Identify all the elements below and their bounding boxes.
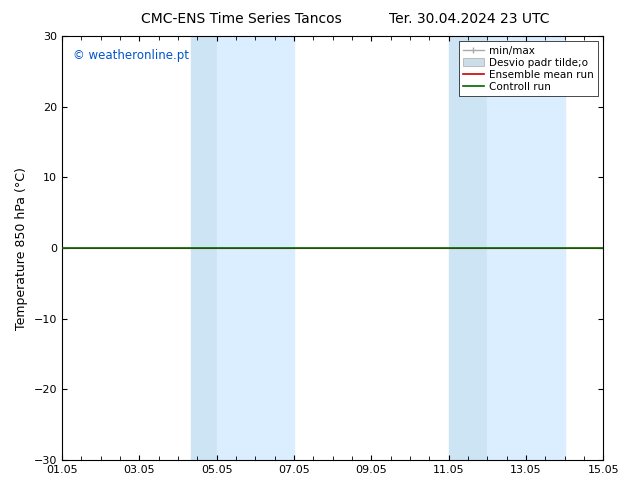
Bar	[217, 36, 294, 460]
Y-axis label: Temperature 850 hPa (°C): Temperature 850 hPa (°C)	[15, 167, 28, 330]
Text: © weatheronline.pt: © weatheronline.pt	[73, 49, 189, 62]
Bar	[191, 36, 217, 460]
Bar	[487, 36, 564, 460]
Text: Ter. 30.04.2024 23 UTC: Ter. 30.04.2024 23 UTC	[389, 12, 550, 26]
Legend: min/max, Desvio padr tilde;o, Ensemble mean run, Controll run: min/max, Desvio padr tilde;o, Ensemble m…	[459, 41, 598, 96]
Text: CMC-ENS Time Series Tancos: CMC-ENS Time Series Tancos	[141, 12, 341, 26]
Bar	[448, 36, 487, 460]
